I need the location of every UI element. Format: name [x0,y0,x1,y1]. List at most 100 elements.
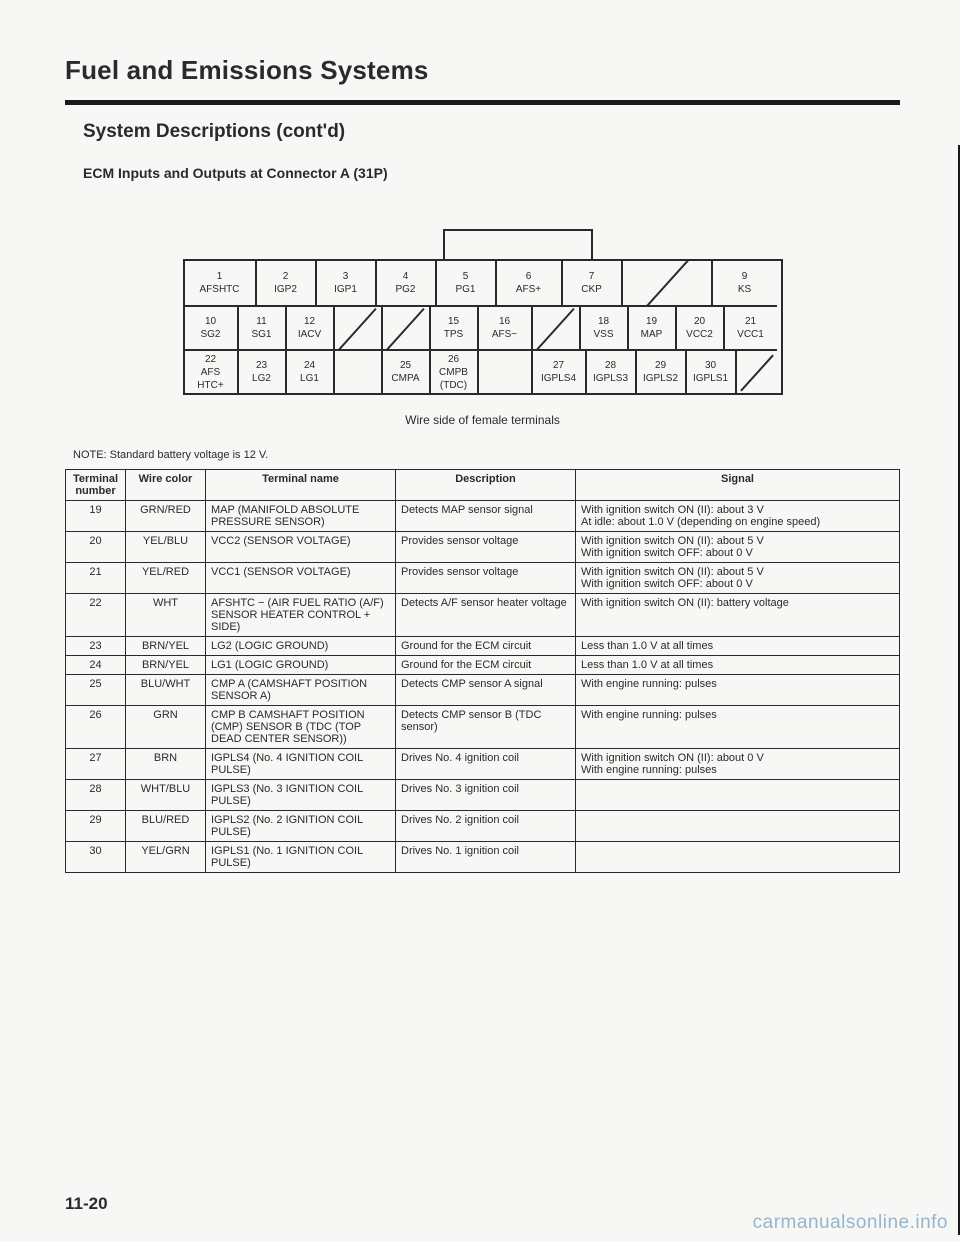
connector-cell [335,305,383,349]
connector-cell: 15TPS [431,305,479,349]
table-row: 19GRN/REDMAP (MANIFOLD ABSOLUTE PRESSURE… [66,501,900,532]
table-cell: 27 [66,749,126,780]
connector-cell: 3IGP1 [317,261,377,305]
connector-cell: 4PG2 [377,261,437,305]
table-cell: IGPLS3 (No. 3 IGNITION COIL PULSE) [206,780,396,811]
table-cell: Detects A/F sensor heater voltage [396,594,576,637]
table-cell [576,811,900,842]
table-cell: 24 [66,656,126,675]
table-cell: 29 [66,811,126,842]
table-header: Terminal name [206,470,396,501]
table-cell: With ignition switch ON (II): about 0 VW… [576,749,900,780]
table-cell: Drives No. 2 ignition coil [396,811,576,842]
table-row: 28WHT/BLUIGPLS3 (No. 3 IGNITION COIL PUL… [66,780,900,811]
connector-cell: 10SG2 [185,305,239,349]
table-cell: YEL/BLU [126,532,206,563]
table-cell: IGPLS2 (No. 2 IGNITION COIL PULSE) [206,811,396,842]
connector-cell [533,305,581,349]
table-cell: YEL/GRN [126,842,206,873]
table-cell: With ignition switch ON (II): about 3 VA… [576,501,900,532]
table-cell: AFSHTC − (AIR FUEL RATIO (A/F) SENSOR HE… [206,594,396,637]
table-cell: Detects MAP sensor signal [396,501,576,532]
table-cell: 26 [66,706,126,749]
connector-cell: 11SG1 [239,305,287,349]
table-row: 24BRN/YELLG1 (LOGIC GROUND)Ground for th… [66,656,900,675]
note-text: NOTE: Standard battery voltage is 12 V. [73,449,900,461]
table-row: 27BRNIGPLS4 (No. 4 IGNITION COIL PULSE)D… [66,749,900,780]
table-cell [576,780,900,811]
table-cell: 25 [66,675,126,706]
table-cell: Detects CMP sensor A signal [396,675,576,706]
page-number: 11-20 [65,1194,108,1214]
table-cell: 19 [66,501,126,532]
connector-cell: 6AFS+ [497,261,563,305]
table-cell: With ignition switch ON (II): about 5 VW… [576,563,900,594]
table-cell: YEL/RED [126,563,206,594]
table-cell: Provides sensor voltage [396,532,576,563]
table-cell: With ignition switch ON (II): battery vo… [576,594,900,637]
connector-cell: 25CMPA [383,349,431,393]
table-cell [576,842,900,873]
table-cell: With engine running: pulses [576,675,900,706]
table-cell: BLU/RED [126,811,206,842]
table-cell: Provides sensor voltage [396,563,576,594]
connector-cell [737,349,777,393]
table-row: 23BRN/YELLG2 (LOGIC GROUND)Ground for th… [66,637,900,656]
table-cell: BRN/YEL [126,637,206,656]
table-cell: IGPLS4 (No. 4 IGNITION COIL PULSE) [206,749,396,780]
connector-cell: 1AFSHTC [185,261,257,305]
watermark: carmanualsonline.info [753,1212,948,1234]
connector-cell [335,349,383,393]
table-row: 25BLU/WHTCMP A (CAMSHAFT POSITION SENSOR… [66,675,900,706]
table-cell: 28 [66,780,126,811]
table-row: 30YEL/GRNIGPLS1 (No. 1 IGNITION COIL PUL… [66,842,900,873]
connector-cell: 19MAP [629,305,677,349]
connector-cell: 7CKP [563,261,623,305]
table-row: 26GRNCMP B CAMSHAFT POSITION (CMP) SENSO… [66,706,900,749]
connector-cell: 16AFS− [479,305,533,349]
table-cell: IGPLS1 (No. 1 IGNITION COIL PULSE) [206,842,396,873]
diagram-caption: Wire side of female terminals [65,413,900,427]
connector-cell: 24LG1 [287,349,335,393]
table-header: Description [396,470,576,501]
table-cell: LG1 (LOGIC GROUND) [206,656,396,675]
connector-cell: 9KS [713,261,777,305]
connector-cell: 26CMPB(TDC) [431,349,479,393]
page-title: Fuel and Emissions Systems [65,55,900,86]
table-cell: BRN/YEL [126,656,206,675]
table-row: 29BLU/REDIGPLS2 (No. 2 IGNITION COIL PUL… [66,811,900,842]
table-cell: GRN/RED [126,501,206,532]
table-cell: GRN [126,706,206,749]
section-subtitle2: ECM Inputs and Outputs at Connector A (3… [83,165,900,181]
connector-diagram: 1AFSHTC2IGP23IGP14PG25PG16AFS+7CKP9KS10S… [65,229,900,399]
table-cell: Ground for the ECM circuit [396,637,576,656]
connector-cell: 20VCC2 [677,305,725,349]
terminal-table: Terminal numberWire colorTerminal nameDe… [65,469,900,873]
connector-tab [443,229,593,261]
connector-cell: 29IGPLS2 [637,349,687,393]
connector-cell: 30IGPLS1 [687,349,737,393]
connector-cell: 28IGPLS3 [587,349,637,393]
table-cell: LG2 (LOGIC GROUND) [206,637,396,656]
table-cell: 30 [66,842,126,873]
table-cell: Ground for the ECM circuit [396,656,576,675]
connector-cell: 22AFSHTC+ [185,349,239,393]
table-cell: CMP A (CAMSHAFT POSITION SENSOR A) [206,675,396,706]
connector-cell: 18VSS [581,305,629,349]
table-cell: Less than 1.0 V at all times [576,656,900,675]
table-cell: MAP (MANIFOLD ABSOLUTE PRESSURE SENSOR) [206,501,396,532]
connector-cell: 27IGPLS4 [533,349,587,393]
table-cell: Less than 1.0 V at all times [576,637,900,656]
table-cell: BLU/WHT [126,675,206,706]
table-cell: WHT [126,594,206,637]
table-cell: With ignition switch ON (II): about 5 VW… [576,532,900,563]
section-subtitle: System Descriptions (cont'd) [83,121,900,143]
table-header: Signal [576,470,900,501]
table-cell: Detects CMP sensor B (TDC sensor) [396,706,576,749]
connector-cell: 12IACV [287,305,335,349]
table-row: 20YEL/BLUVCC2 (SENSOR VOLTAGE)Provides s… [66,532,900,563]
table-cell: Drives No. 3 ignition coil [396,780,576,811]
table-header: Terminal number [66,470,126,501]
table-cell: BRN [126,749,206,780]
connector-cell [383,305,431,349]
